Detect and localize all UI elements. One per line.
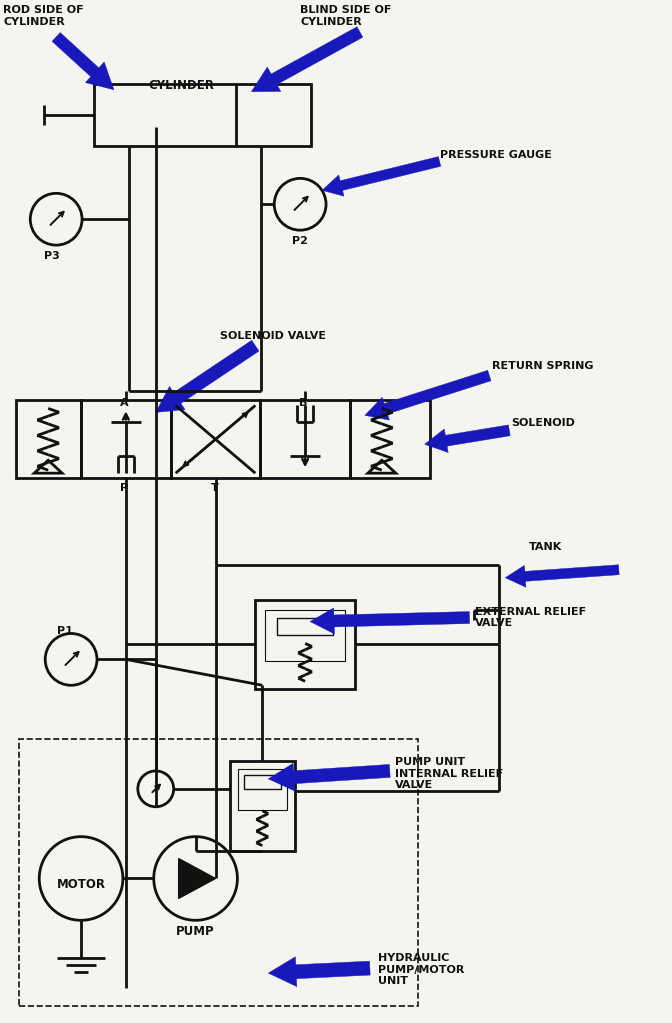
Bar — [19, 739, 418, 1006]
Polygon shape — [251, 27, 363, 92]
Polygon shape — [505, 565, 619, 587]
Text: PUMP UNIT
INTERNAL RELIEF
VALVE: PUMP UNIT INTERNAL RELIEF VALVE — [394, 757, 503, 790]
Bar — [239, 769, 287, 810]
Text: RETURN SPRING: RETURN SPRING — [493, 361, 594, 370]
Polygon shape — [425, 425, 510, 452]
Text: PRESSURE GAUGE: PRESSURE GAUGE — [439, 149, 552, 160]
Bar — [245, 774, 281, 789]
Polygon shape — [268, 957, 370, 986]
Bar — [94, 84, 311, 145]
Text: B: B — [299, 399, 308, 408]
Text: BLIND SIDE OF
CYLINDER: BLIND SIDE OF CYLINDER — [300, 5, 392, 27]
Bar — [255, 599, 355, 690]
Bar — [265, 610, 345, 662]
Bar — [16, 400, 81, 478]
Text: EXTERNAL RELIEF
VALVE: EXTERNAL RELIEF VALVE — [475, 607, 587, 628]
Polygon shape — [179, 858, 216, 898]
Text: ROD SIDE OF
CYLINDER: ROD SIDE OF CYLINDER — [3, 5, 84, 27]
Text: P2: P2 — [292, 236, 308, 247]
Bar — [260, 400, 350, 478]
Text: T: T — [210, 483, 218, 493]
Text: P: P — [120, 483, 128, 493]
Text: MOTOR: MOTOR — [56, 878, 106, 891]
Text: SOLENOID: SOLENOID — [511, 418, 575, 429]
Bar — [350, 400, 429, 478]
Polygon shape — [52, 33, 114, 90]
Text: CYLINDER: CYLINDER — [149, 79, 214, 92]
Bar — [81, 400, 171, 478]
Text: PUMP: PUMP — [176, 925, 215, 938]
Text: SOLENOID VALVE: SOLENOID VALVE — [220, 330, 327, 341]
Text: P1: P1 — [57, 625, 73, 635]
Text: A: A — [120, 399, 128, 408]
Text: HYDRAULIC
PUMP/MOTOR
UNIT: HYDRAULIC PUMP/MOTOR UNIT — [378, 953, 464, 986]
Polygon shape — [310, 608, 470, 634]
Bar — [230, 761, 295, 850]
Polygon shape — [156, 341, 259, 412]
Text: P3: P3 — [44, 251, 60, 261]
Bar — [171, 400, 260, 478]
Polygon shape — [268, 763, 390, 791]
Polygon shape — [322, 157, 441, 196]
Polygon shape — [365, 370, 491, 420]
Bar — [278, 618, 333, 635]
Text: TANK: TANK — [529, 542, 562, 551]
